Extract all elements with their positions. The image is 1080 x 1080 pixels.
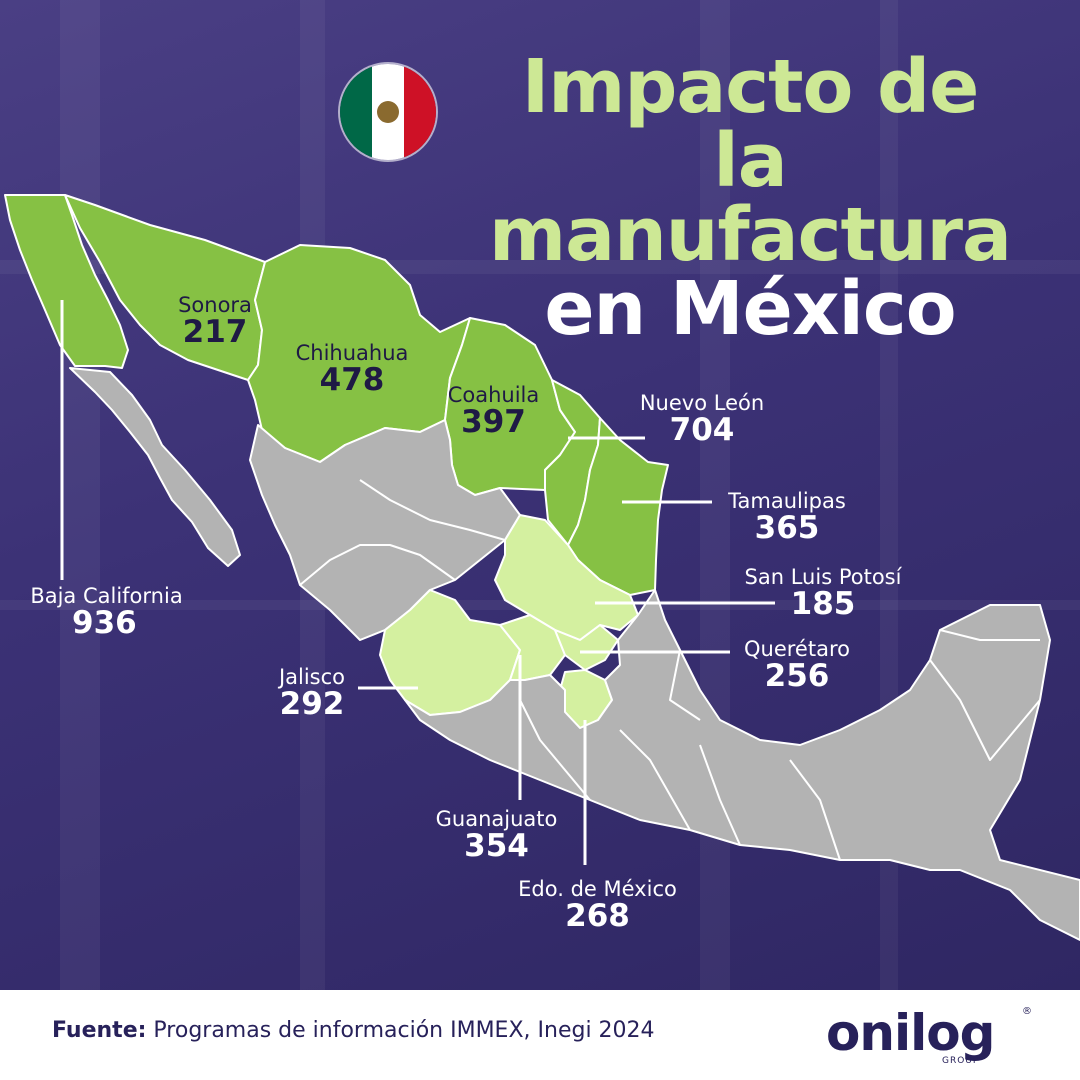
state-baja-california[interactable] xyxy=(4,194,129,369)
label-nuevo-leon: Nuevo León 704 xyxy=(622,392,782,447)
state-name: Guanajuato xyxy=(435,807,558,831)
state-value: 256 xyxy=(764,658,830,695)
mexico-map xyxy=(4,194,1080,941)
label-edo-de-mexico: Edo. de México 268 xyxy=(505,878,690,933)
state-value: 704 xyxy=(669,412,735,449)
state-coahuila[interactable] xyxy=(444,317,576,496)
state-value: 292 xyxy=(279,686,345,723)
label-jalisco: Jalisco 292 xyxy=(262,666,362,721)
state-value: 365 xyxy=(754,510,820,547)
state-name: Querétaro xyxy=(744,637,850,661)
state-name: Jalisco xyxy=(278,665,346,689)
title-line-1: Impacto de xyxy=(521,44,980,130)
label-coahuila: Coahuila 397 xyxy=(436,384,551,439)
onilog-logo: onilog GROUP ® xyxy=(826,1004,1036,1066)
state-name: Tamaulipas xyxy=(728,489,846,513)
footer-bar xyxy=(0,990,1080,1080)
logo-group-text: GROUP xyxy=(942,1056,980,1066)
eagle-emblem-icon xyxy=(377,101,399,123)
state-name: Sonora xyxy=(178,293,252,317)
source-note: Fuente: Programas de información IMMEX, … xyxy=(52,1018,655,1043)
state-value: 217 xyxy=(182,314,248,351)
logo-wordmark: onilog xyxy=(826,1004,995,1062)
page-title: Impacto de la manufactura en México xyxy=(450,50,1050,346)
source-label: Fuente: xyxy=(52,1018,147,1043)
state-baja-california-sur xyxy=(69,367,241,567)
state-value: 936 xyxy=(72,605,137,642)
state-name: Edo. de México xyxy=(518,877,677,901)
title-line-3: en México xyxy=(544,266,956,352)
state-value: 354 xyxy=(464,828,529,865)
state-name: Coahuila xyxy=(447,383,540,407)
label-guanajuato: Guanajuato 354 xyxy=(424,808,569,863)
label-chihuahua: Chihuahua 478 xyxy=(272,342,432,397)
state-value: 185 xyxy=(790,586,856,623)
registered-mark: ® xyxy=(1022,1006,1032,1017)
state-value: 478 xyxy=(319,362,385,399)
label-sonora: Sonora 217 xyxy=(160,294,270,349)
label-baja-california: Baja California 936 xyxy=(14,585,199,640)
label-tamaulipas: Tamaulipas 365 xyxy=(712,490,862,545)
state-queretaro[interactable] xyxy=(554,624,619,671)
state-value: 268 xyxy=(565,898,630,935)
label-san-luis-potosi: San Luis Potosí 185 xyxy=(728,566,918,621)
state-name: Chihuahua xyxy=(295,341,409,365)
source-text: Programas de información IMMEX, Inegi 20… xyxy=(146,1018,655,1043)
state-name: Nuevo León xyxy=(639,391,765,415)
background-photo xyxy=(0,0,1080,990)
title-line-2: la manufactura xyxy=(489,118,1012,278)
mexico-flag-icon xyxy=(340,64,436,160)
state-value: 397 xyxy=(461,404,526,441)
state-name: Baja California xyxy=(30,584,183,608)
label-queretaro: Querétaro 256 xyxy=(732,638,862,693)
state-name: San Luis Potosí xyxy=(744,565,902,589)
